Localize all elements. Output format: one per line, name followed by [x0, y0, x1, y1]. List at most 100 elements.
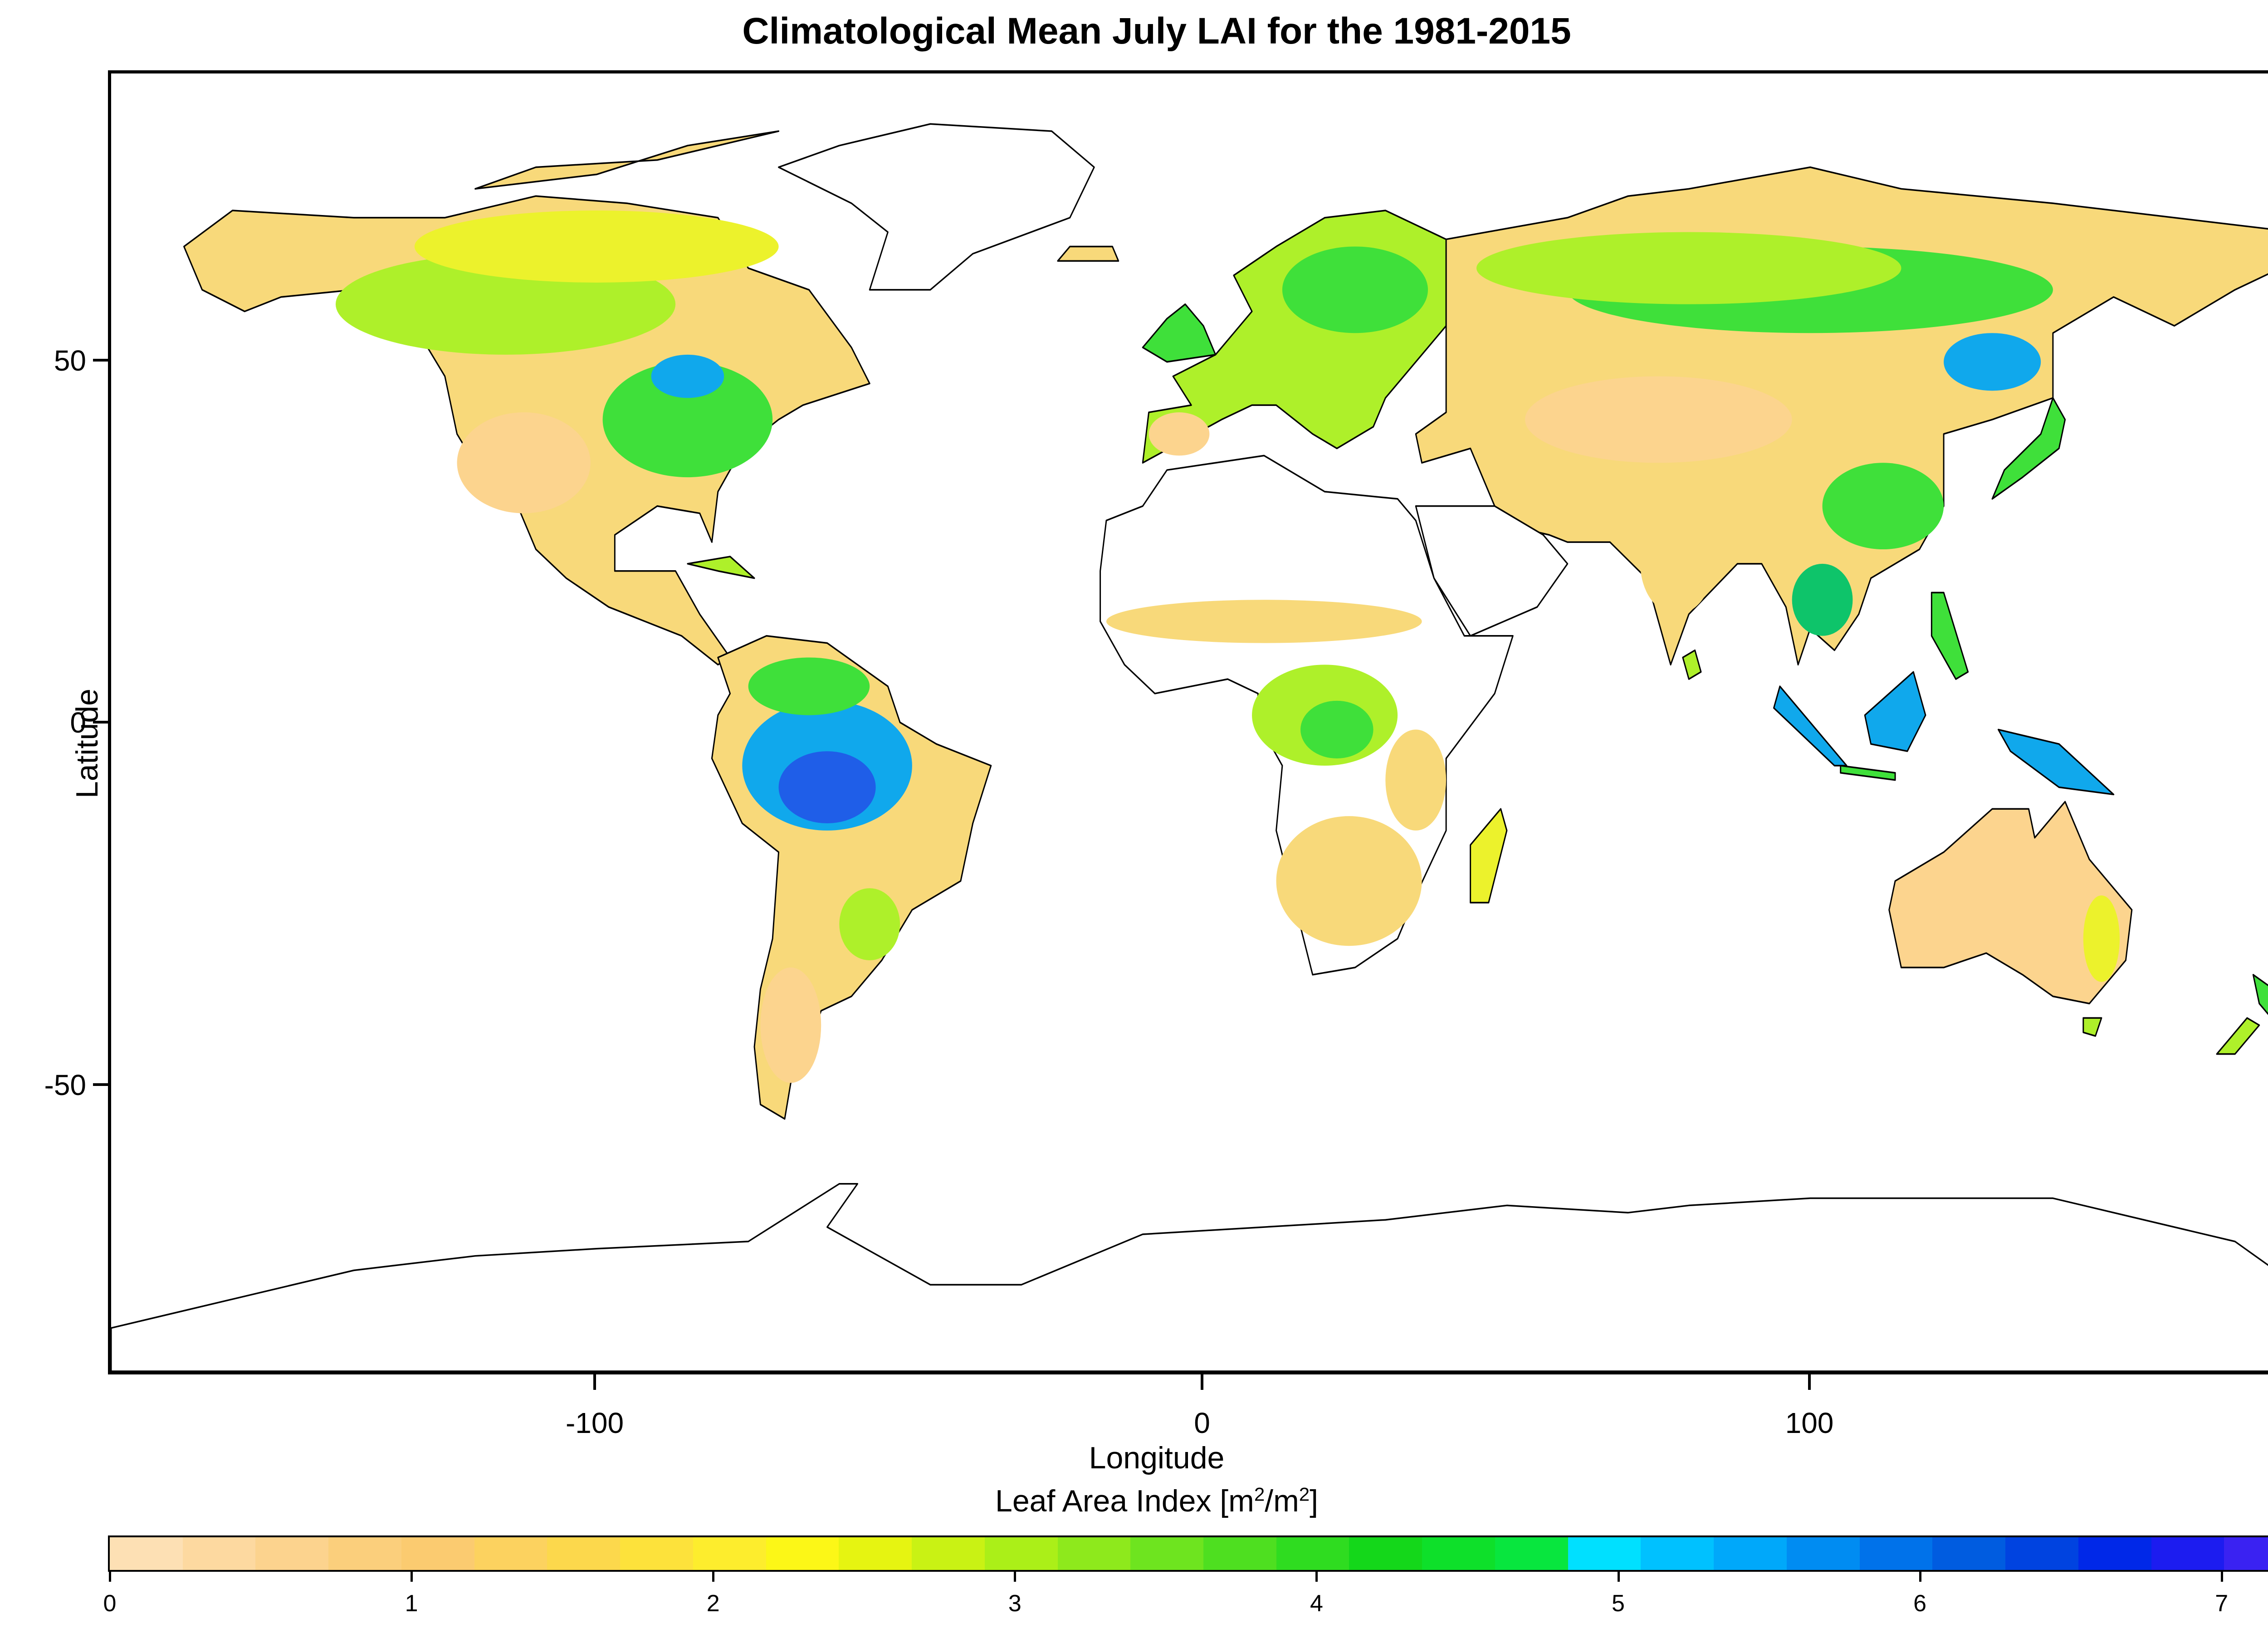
europe-forest	[1282, 246, 1428, 333]
colorbar-title-text: Leaf Area Index [m	[995, 1484, 1254, 1518]
colorbar-tick	[109, 1572, 111, 1582]
sahel-sparse	[1106, 600, 1422, 643]
iceland	[1057, 245, 1119, 262]
x-tick-100	[1808, 1374, 1811, 1390]
colorbar-tick-label: 7	[2215, 1590, 2229, 1617]
colorbar-segment	[839, 1537, 912, 1570]
colorbar-segment	[2151, 1537, 2224, 1570]
colorbar-tick-label: 6	[1913, 1590, 1927, 1617]
sumatra	[1773, 685, 1848, 767]
colorbar-title-text: ]	[1310, 1484, 1318, 1518]
colorbar-tick-label: 4	[1310, 1590, 1323, 1617]
colorbar-segment	[1276, 1537, 1349, 1570]
tasmania	[2082, 1017, 2102, 1037]
colorbar-segment	[1859, 1537, 1933, 1570]
x-tick-label: 0	[1194, 1407, 1210, 1439]
arctic-islands	[474, 130, 780, 190]
new-guinea	[1998, 728, 2115, 796]
far-east-wet	[1944, 333, 2041, 391]
arabian-peninsula	[1415, 505, 1569, 637]
se-asia-forest	[1792, 563, 1853, 636]
colorbar-segment	[255, 1537, 329, 1570]
x-tick-neg100	[593, 1374, 596, 1390]
y-tick-label: 50	[54, 344, 86, 377]
greenland-outline	[778, 123, 1095, 291]
colorbar-tick	[1919, 1572, 1921, 1582]
colorbar-segment	[984, 1537, 1058, 1570]
na-great-lakes-wet	[651, 354, 724, 398]
colorbar-segment	[1568, 1537, 1641, 1570]
colorbar-segment	[474, 1537, 547, 1570]
colorbar-segment	[2078, 1537, 2151, 1570]
colorbar-segment	[547, 1537, 621, 1570]
colorbar-tick	[712, 1572, 715, 1582]
australia-east-green	[2083, 895, 2120, 982]
colorbar-tick-label: 3	[1008, 1590, 1022, 1617]
x-tick-label: 100	[1785, 1407, 1834, 1439]
colorbar-segment	[1130, 1537, 1204, 1570]
y-tick-label: 0	[70, 706, 86, 739]
colorbar-tick	[1315, 1572, 1318, 1582]
philippines	[1931, 592, 1969, 680]
y-tick-neg50	[93, 1083, 108, 1086]
colorbar-segment	[1714, 1537, 1787, 1570]
colorbar-segment	[1932, 1537, 2006, 1570]
colorbar-title-sup: 2	[1299, 1483, 1310, 1505]
colorbar-segment	[2005, 1537, 2078, 1570]
japan	[1991, 397, 2066, 500]
siberia-taiga	[1476, 232, 1901, 304]
madagascar	[1470, 808, 1508, 904]
new-zealand-south	[2216, 1017, 2260, 1055]
southern-africa-dry	[1276, 816, 1422, 946]
colorbar-segment	[912, 1537, 985, 1570]
colorbar-title-text: /m	[1265, 1484, 1299, 1518]
java	[1840, 765, 1896, 781]
colorbar-title-sup: 2	[1254, 1483, 1265, 1505]
colorbar-segment	[1203, 1537, 1276, 1570]
colorbar-tick	[411, 1572, 413, 1582]
na-tundra	[414, 210, 779, 283]
colorbar-segment	[328, 1537, 401, 1570]
colorbar-segment	[401, 1537, 474, 1570]
borneo	[1864, 671, 1926, 752]
colorbar-tick-label: 1	[405, 1590, 418, 1617]
colorbar-tick	[1014, 1572, 1017, 1582]
colorbar-segment	[2224, 1537, 2268, 1570]
east-africa-grass	[1385, 729, 1447, 831]
india-sparse	[1640, 513, 1713, 615]
colorbar-segment	[620, 1537, 693, 1570]
colorbar-tick	[1617, 1572, 1620, 1582]
colorbar-segment	[182, 1537, 256, 1570]
y-axis-label: Latitude	[70, 689, 104, 798]
antarctica-outline	[111, 1183, 2268, 1371]
y-tick-label: -50	[44, 1069, 87, 1101]
cuba	[687, 556, 755, 579]
colorbar-tick-label: 0	[103, 1590, 117, 1617]
colorbar-tick-label: 2	[706, 1590, 720, 1617]
x-tick-0	[1201, 1374, 1203, 1390]
map-panel	[108, 70, 2268, 1374]
colorbar-segment	[1422, 1537, 1495, 1570]
patagonia-dry	[760, 967, 821, 1083]
colorbar-segment	[1057, 1537, 1131, 1570]
colorbar-tick	[2220, 1572, 2223, 1582]
x-tick-label: -100	[565, 1407, 624, 1439]
sa-north-forest	[748, 657, 870, 715]
colorbar-segment	[1495, 1537, 1568, 1570]
colorbar-segment	[1349, 1537, 1422, 1570]
world-lai-map	[111, 123, 2268, 1371]
congo-core	[1300, 700, 1374, 758]
colorbar-segment	[766, 1537, 839, 1570]
colorbar-tick-label: 5	[1612, 1590, 1625, 1617]
colorbar-segment	[693, 1537, 766, 1570]
colorbar-segment	[1641, 1537, 1714, 1570]
colorbar-segment	[110, 1537, 183, 1570]
na-southwest-dry	[457, 412, 591, 513]
central-asia-dry	[1525, 376, 1792, 463]
y-tick-50	[93, 359, 108, 362]
sri-lanka	[1682, 649, 1702, 680]
new-zealand-north	[2252, 974, 2268, 1015]
amazon-core	[778, 751, 876, 824]
na-east-forest	[602, 362, 773, 478]
x-axis-label: Longitude	[1089, 1441, 1225, 1475]
